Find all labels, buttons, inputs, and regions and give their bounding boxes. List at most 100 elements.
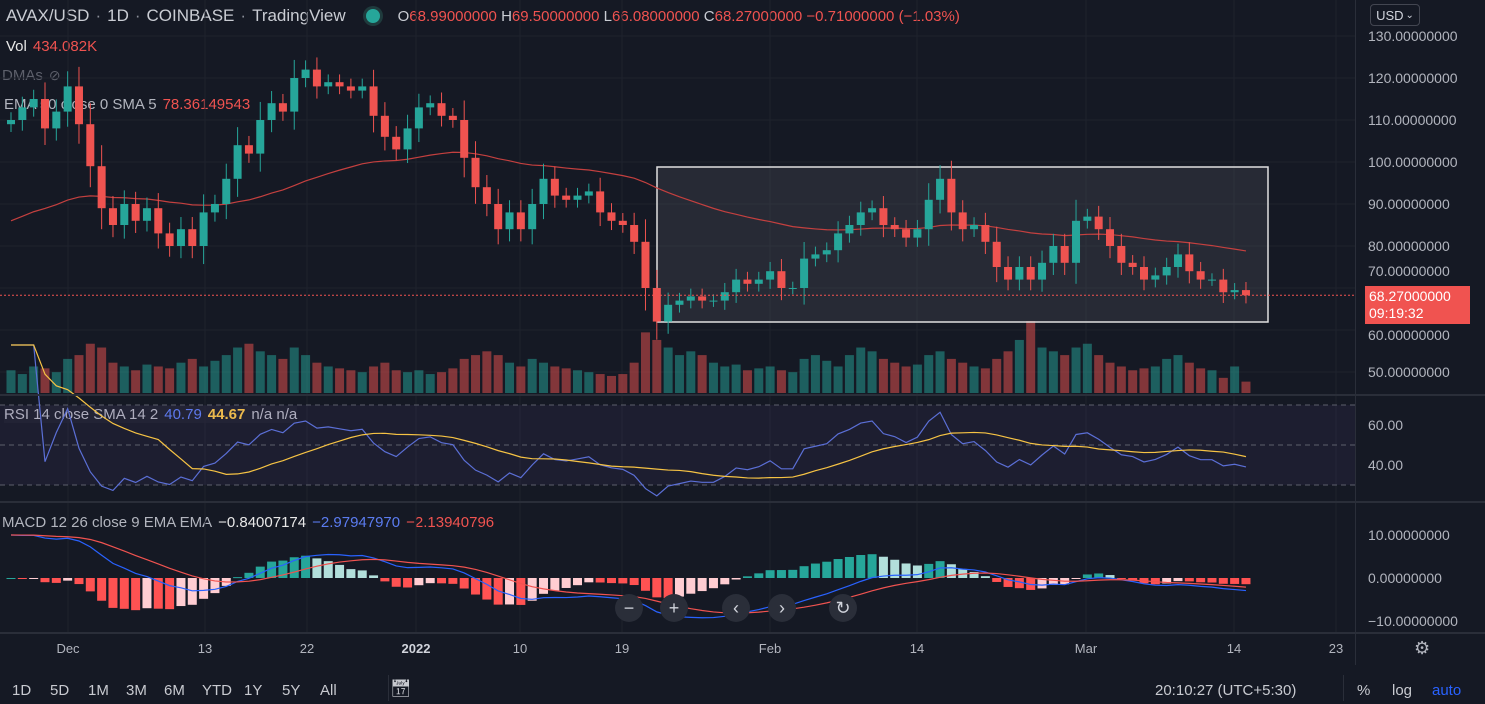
macd-histogram-bar (606, 578, 616, 584)
candle (573, 195, 582, 200)
volume-bar (1218, 377, 1228, 393)
settings-gear-icon[interactable]: ⚙ (1414, 638, 1431, 658)
price-axis-label: 60.00000000 (1368, 327, 1450, 343)
volume-bar (516, 366, 526, 393)
range-3m-button[interactable]: 3M (126, 682, 147, 699)
candle (1140, 267, 1148, 280)
volume-bar (550, 366, 560, 393)
volume-bar (29, 366, 39, 393)
candle (607, 212, 616, 221)
macd-histogram-bar (584, 578, 594, 583)
candle (233, 145, 242, 179)
dmas-legend[interactable]: DMAs ⊘ (2, 67, 61, 84)
symbol[interactable]: AVAX/USD (6, 6, 90, 25)
currency-selector[interactable]: USD ⌄ (1370, 4, 1420, 26)
zoom-in-button[interactable]: + (660, 594, 688, 622)
zoom-out-button[interactable]: − (615, 594, 643, 622)
volume-bar (969, 366, 979, 393)
candle (403, 128, 412, 150)
volume-bar (1105, 362, 1115, 393)
volume-bar (1060, 355, 1070, 393)
volume-bar (731, 364, 741, 393)
candle (52, 111, 61, 129)
scroll-right-button[interactable]: › (768, 594, 796, 622)
macd-histogram-bar (51, 578, 61, 583)
range-1m-button[interactable]: 1M (88, 682, 109, 699)
candle (1083, 216, 1092, 221)
macd-histogram-bar (1230, 578, 1240, 584)
hidden-eye-icon: ⊘ (48, 67, 61, 83)
volume-bar (878, 358, 888, 393)
macd-histogram-bar (312, 558, 322, 578)
volume-bar (301, 355, 311, 393)
log-toggle[interactable]: log (1392, 682, 1413, 699)
volume-bar (1116, 366, 1126, 393)
candle (947, 178, 956, 213)
candle (1049, 246, 1058, 263)
interval[interactable]: 1D (107, 6, 129, 25)
candle (1230, 290, 1239, 293)
macd-histogram-bar (765, 570, 775, 578)
candle (278, 103, 287, 112)
volume-bar (674, 355, 684, 393)
candle (1162, 267, 1171, 276)
volume-bar (459, 358, 469, 393)
candle (392, 136, 401, 150)
price-axis-label: 90.00000000 (1368, 196, 1450, 212)
macd-histogram-bar (74, 578, 84, 585)
candle (777, 271, 786, 288)
macd-histogram-bar (1162, 578, 1172, 584)
volume-bar (437, 372, 447, 393)
candle (1060, 246, 1069, 263)
macd-histogram-bar (119, 578, 129, 609)
candle (709, 300, 718, 302)
macd-histogram-bar (539, 578, 549, 594)
candle (176, 229, 185, 246)
candle (1094, 216, 1103, 230)
range-1d-button[interactable]: 1D (12, 682, 32, 699)
macd-histogram-bar (459, 578, 469, 589)
range-5y-button[interactable]: 5Y (282, 682, 301, 699)
macd-histogram-bar (754, 573, 764, 578)
reset-chart-button[interactable]: ↻ (829, 594, 857, 622)
candle (426, 103, 435, 108)
rsi-legend[interactable]: RSI 14 close SMA 14 240.7944.67n/a n/a (4, 406, 298, 423)
volume-bar (629, 362, 639, 393)
scroll-left-button[interactable]: ‹ (722, 594, 750, 622)
market-status-icon (365, 9, 380, 23)
pane-divider[interactable] (0, 501, 1485, 503)
range-5d-button[interactable]: 5D (50, 682, 70, 699)
candle (618, 220, 627, 225)
macd-histogram-bar (946, 564, 956, 578)
candle (743, 279, 752, 284)
volume-bar (742, 370, 752, 393)
range-ytd-button[interactable]: YTD (202, 682, 232, 699)
macd-legend[interactable]: MACD 12 26 close 9 EMA EMA −0.84007174 −2.… (2, 514, 495, 531)
candle (720, 292, 729, 301)
volume-bar (1184, 362, 1194, 393)
candle (868, 208, 877, 213)
range-1y-button[interactable]: 1Y (244, 682, 263, 699)
macd-histogram-bar (131, 578, 141, 611)
candle (482, 187, 491, 204)
range-6m-button[interactable]: 6M (164, 682, 185, 699)
clock[interactable]: 20:10:27 (UTC+5:30) (1155, 682, 1297, 699)
volume-bar (980, 368, 990, 393)
time-axis-divider (0, 632, 1485, 634)
candle (1207, 279, 1216, 281)
pane-divider[interactable] (0, 394, 1485, 396)
volume-bar (1082, 343, 1092, 393)
percent-toggle[interactable]: % (1357, 682, 1371, 699)
candle (550, 178, 559, 196)
date-range-calendar-icon[interactable]: 📅︎ (390, 679, 412, 698)
auto-toggle[interactable]: auto (1432, 682, 1462, 699)
volume-bar (754, 368, 764, 393)
candle (1026, 267, 1035, 280)
range-all-button[interactable]: All (320, 682, 337, 699)
time-axis-label: 13 (197, 641, 213, 656)
candle (664, 304, 673, 322)
candle (222, 178, 231, 204)
volume-legend[interactable]: Vol 434.082K (6, 38, 98, 55)
price-chart[interactable] (0, 0, 1485, 633)
macd-histogram-bar (674, 578, 684, 597)
